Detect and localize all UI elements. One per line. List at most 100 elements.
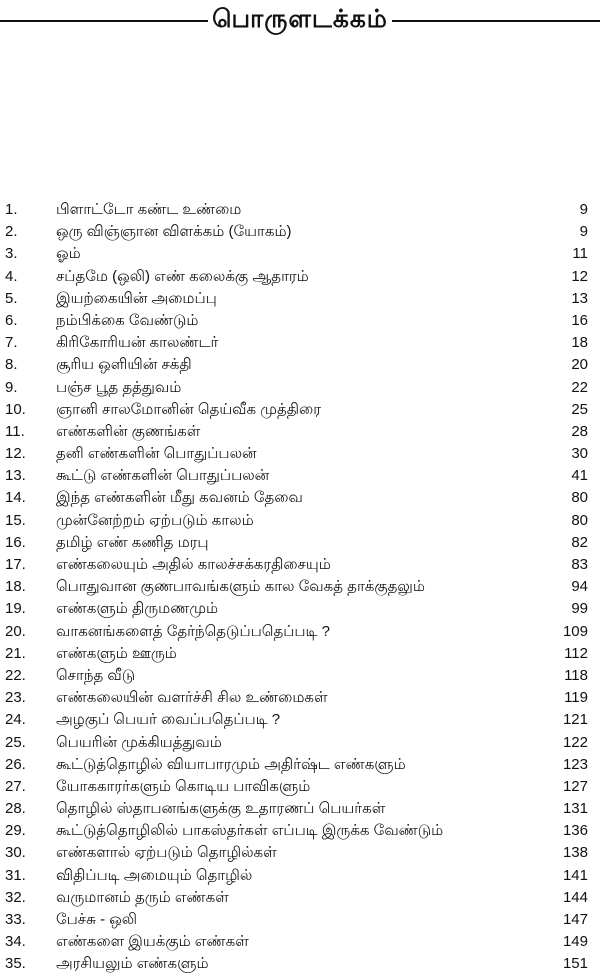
entry-number: 32. (5, 888, 26, 906)
entry-page: 80 (571, 489, 588, 507)
toc-entry: 14. இந்த எண்களின் மீது கவனம் தேவை 80 (0, 487, 600, 509)
entry-title: பஞ்ச பூத தத்துவம் (56, 378, 182, 396)
header-rule-left (0, 20, 209, 22)
toc-entry: 19. எண்களும் திருமணமும் 99 (0, 598, 600, 620)
entry-title: அரசியலும் எண்களும் (56, 955, 209, 973)
entry-page: 41 (571, 467, 588, 485)
entry-number: 29. (5, 822, 26, 840)
entry-page: 123 (562, 755, 588, 773)
entry-title: எண்கலையும் அதில் காலச்சக்கரதிசையும் (56, 556, 331, 573)
entry-page: 11 (572, 245, 588, 263)
toc-entry: 33. பேச்சு - ஒலி 147 (0, 909, 600, 931)
entry-number: 6. (5, 311, 18, 329)
entry-number: 35. (5, 955, 26, 973)
entry-page: 131 (562, 800, 588, 818)
entry-title: தனி எண்களின் பொதுப்பலன் (56, 445, 257, 463)
entry-title: கூட்டு எண்களின் பொதுப்பலன் (56, 467, 270, 485)
entry-title: வாகனங்களைத் தேர்ந்தெடுப்பதெப்படி ? (56, 622, 330, 640)
entry-page: 25 (571, 400, 588, 418)
entry-page: 12 (571, 267, 588, 285)
toc-entry: 31. விதிப்படி அமையும் தொழில் 141 (0, 865, 600, 887)
entry-title: எண்களின் குணங்கள் (56, 422, 201, 440)
entry-number: 28. (5, 800, 26, 818)
toc-entry: 28. தொழில் ஸ்தாபனங்களுக்கு உதாரணப் பெயர்க… (0, 798, 600, 820)
entry-number: 23. (5, 689, 26, 707)
toc-entry: 34. எண்களை இயக்கும் எண்கள் 149 (0, 931, 600, 953)
entry-page: 13 (571, 289, 588, 307)
entry-title: எண்களால் ஏற்படும் தொழில்கள் (56, 844, 277, 862)
entry-page: 109 (562, 622, 588, 640)
entry-page: 30 (571, 445, 588, 463)
entry-number: 4. (5, 267, 18, 285)
entry-number: 20. (5, 622, 26, 640)
entry-page: 138 (562, 844, 588, 862)
entry-number: 13. (5, 467, 26, 485)
entry-number: 12. (5, 445, 26, 463)
entry-page: 22 (571, 378, 588, 396)
entry-title: எண்களை இயக்கும் எண்கள் (56, 933, 249, 951)
toc-entry: 26. கூட்டுத்தொழில் வியாபாரமும் அதிர்ஷ்ட எ… (0, 754, 600, 776)
entry-title: கூட்டுத்தொழில் வியாபாரமும் அதிர்ஷ்ட எண்க… (56, 755, 406, 773)
entry-title: நம்பிக்கை வேண்டும் (56, 311, 199, 329)
entry-title: எண்களும் திருமணமும் (56, 600, 219, 618)
entry-number: 21. (5, 644, 26, 662)
toc-entry: 12. தனி எண்களின் பொதுப்பலன் 30 (0, 443, 600, 465)
entry-page: 112 (564, 644, 588, 662)
entry-page: 127 (562, 777, 588, 795)
toc-entry: 24. அழகுப் பெயர் வைப்பதெப்படி ? 121 (0, 709, 600, 731)
toc-entry: 29. கூட்டுத்தொழிலில் பாகஸ்தர்கள் எப்படி இ… (0, 820, 600, 842)
entry-title: பிளாட்டோ கண்ட உண்மை (56, 201, 242, 218)
entry-number: 18. (5, 578, 26, 596)
toc-entry: 16. தமிழ் எண் கணித மரபு 82 (0, 532, 600, 554)
toc-entry: 25. பெயரின் முக்கியத்துவம் 122 (0, 732, 600, 754)
toc-entry: 22. சொந்த வீடு 118 (0, 665, 600, 687)
entry-number: 27. (5, 777, 26, 795)
entry-title: யோககாரர்களும் கொடிய பாவிகளும் (56, 777, 311, 795)
entry-number: 34. (5, 933, 26, 951)
entry-page: 18 (571, 334, 588, 352)
entry-title: கூட்டுத்தொழிலில் பாகஸ்தர்கள் எப்படி இருக… (56, 822, 444, 840)
entry-title: எண்கலையின் வளர்ச்சி சில உண்மைகள் (56, 689, 328, 707)
entry-title: சொந்த வீடு (56, 666, 136, 684)
toc-entry: 30. எண்களால் ஏற்படும் தொழில்கள் 138 (0, 842, 600, 864)
entry-number: 22. (5, 666, 26, 684)
entry-page: 83 (571, 556, 588, 573)
entry-number: 15. (5, 511, 26, 529)
entry-title: இயற்கையின் அமைப்பு (56, 289, 217, 307)
toc-entry: 5. இயற்கையின் அமைப்பு 13 (0, 288, 600, 310)
entry-title: தொழில் ஸ்தாபனங்களுக்கு உதாரணப் பெயர்கள் (56, 800, 386, 818)
entry-number: 16. (5, 533, 26, 551)
page-title: பொருளடக்கம் (212, 5, 388, 33)
toc-entry: 6. நம்பிக்கை வேண்டும் 16 (0, 310, 600, 332)
toc-entry: 23. எண்கலையின் வளர்ச்சி சில உண்மைகள் 119 (0, 687, 600, 709)
entry-number: 31. (5, 866, 26, 884)
entry-page: 9 (579, 223, 588, 241)
entry-number: 14. (5, 489, 26, 507)
toc-entry: 18. பொதுவான குணபாவங்களும் கால வேகத் தாக்க… (0, 576, 600, 598)
entry-title: சப்தமே (ஒலி) எண் கலைக்கு ஆதாரம் (56, 267, 309, 285)
toc-entry: 9. பஞ்ச பூத தத்துவம் 22 (0, 377, 600, 399)
entry-number: 10. (5, 400, 26, 418)
entry-title: வருமானம் தரும் எண்கள் (56, 888, 229, 906)
entry-title: விதிப்படி அமையும் தொழில் (56, 866, 253, 884)
entry-title: ஓம் (56, 245, 81, 263)
entry-number: 2. (5, 223, 18, 241)
entry-number: 17. (5, 556, 26, 573)
entry-page: 118 (564, 666, 588, 684)
entry-number: 8. (5, 356, 18, 374)
toc-entry: 17. எண்கலையும் அதில் காலச்சக்கரதிசையும் 83 (0, 554, 600, 576)
entry-number: 1. (5, 201, 18, 218)
entry-page: 141 (562, 866, 588, 884)
toc-entry: 1. பிளாட்டோ கண்ட உண்மை 9 (0, 199, 600, 221)
toc-entry: 2. ஒரு விஞ்ஞான விளக்கம் (யோகம்) 9 (0, 221, 600, 243)
entry-number: 33. (5, 911, 26, 928)
entry-title: ஞானி சாலமோனின் தெய்வீக முத்திரை (56, 400, 321, 418)
entry-page: 144 (562, 888, 588, 906)
entry-page: 121 (562, 711, 588, 729)
toc-entry: 27. யோககாரர்களும் கொடிய பாவிகளும் 127 (0, 776, 600, 798)
entry-number: 9. (5, 378, 18, 396)
entry-title: சூரிய ஒளியின் சக்தி (56, 356, 192, 374)
entry-page: 119 (564, 689, 588, 707)
entry-title: ஒரு விஞ்ஞான விளக்கம் (யோகம்) (56, 223, 292, 241)
toc-entry: 32. வருமானம் தரும் எண்கள் 144 (0, 887, 600, 909)
